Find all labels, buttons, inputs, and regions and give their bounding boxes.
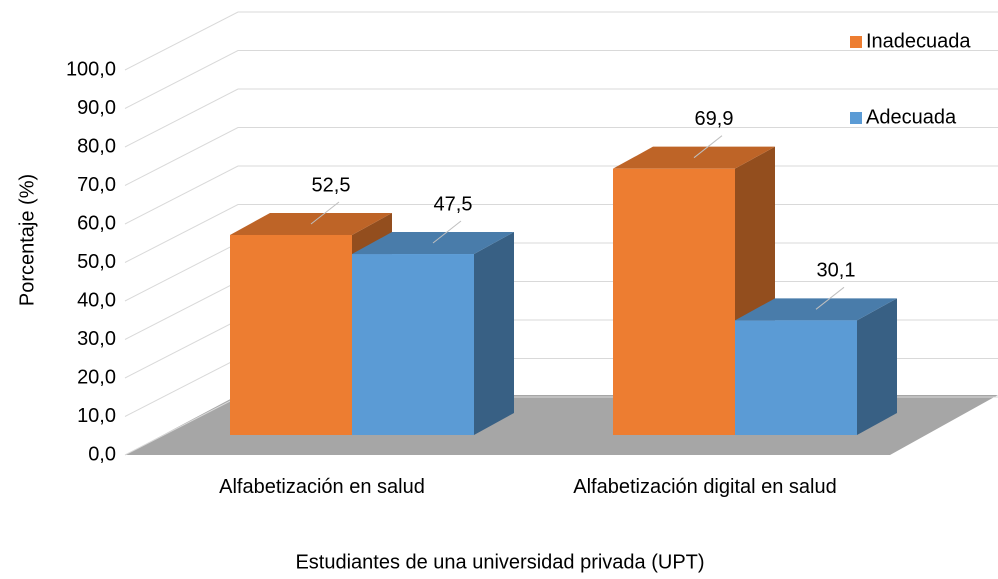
y-tick-label: 100,0 [66,58,116,80]
grid-line [124,127,998,186]
legend-swatch [850,36,862,48]
legend-label: Inadecuada [866,30,971,52]
x-axis-title: Estudiantes de una universidad privada (… [295,551,704,573]
y-tick-label: 50,0 [77,251,116,273]
leader-line [432,220,462,244]
y-tick-label: 90,0 [77,97,116,119]
y-tick-label: 30,0 [77,328,116,350]
data-label: 52,5 [312,174,351,196]
y-tick-label: 40,0 [77,289,116,311]
grid-line [124,11,998,71]
bar [735,320,857,435]
bar [352,254,474,435]
grid-line [124,165,998,225]
y-tick-label: 80,0 [77,135,116,157]
leader-line [310,201,340,225]
leader-line [815,286,845,310]
y-tick-label: 60,0 [77,212,116,234]
bar-side [857,298,897,435]
y-tick-label: 10,0 [77,405,116,427]
bar [613,168,735,435]
grid-line [124,88,998,148]
grid-line [124,50,998,109]
y-axis-title: Porcentaje (%) [16,174,38,306]
legend-swatch [850,112,862,124]
data-label: 47,5 [434,193,473,215]
legend-label: Adecuada [866,106,957,128]
y-tick-label: 70,0 [77,174,116,196]
data-label: 30,1 [817,260,856,282]
bar-side [474,232,514,435]
leader-line [693,135,723,159]
y-tick-label: 0,0 [88,443,116,465]
bar [230,234,352,435]
data-label: 69,9 [695,108,734,130]
y-tick-label: 20,0 [77,366,116,388]
x-tick-label: Alfabetización en salud [219,476,425,498]
x-tick-label: Alfabetización digital en salud [573,476,837,498]
